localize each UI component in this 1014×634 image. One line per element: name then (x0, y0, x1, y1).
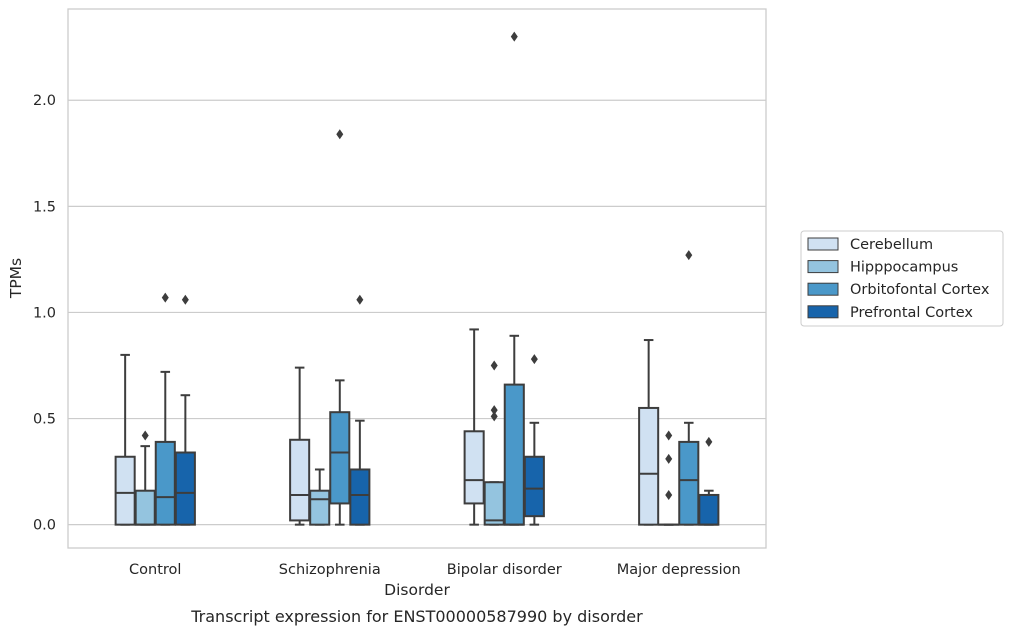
box-prefrontal-cortex (349, 294, 371, 526)
outlier-point (490, 411, 498, 422)
x-tick-label: Major depression (617, 562, 741, 578)
outlier-point (336, 129, 344, 140)
outlier-point (705, 436, 713, 447)
box-cerebellum (114, 353, 136, 526)
legend-label: Hipppocampus (850, 260, 958, 276)
legend-label: Prefrontal Cortex (850, 305, 973, 321)
y-tick-label: 0.5 (33, 412, 56, 428)
box-orbitofontal-cortex (678, 250, 700, 526)
legend-swatch (807, 260, 839, 274)
box-prefrontal-cortex (698, 436, 720, 526)
box-prefrontal-cortex (523, 354, 545, 526)
chart-caption: Transcript expression for ENST0000058799… (190, 607, 643, 626)
outlier-point (665, 430, 673, 441)
box-plot-boxes (114, 31, 720, 526)
x-tick-label: Bipolar disorder (447, 562, 562, 578)
plot-frame (67, 8, 767, 549)
box-iqr (638, 406, 660, 526)
box-iqr (503, 383, 525, 526)
box-hipppocampus (658, 430, 680, 526)
box-iqr (114, 455, 136, 526)
outlier-point (141, 430, 149, 441)
outlier-point (665, 453, 673, 464)
outlier-point (510, 31, 518, 42)
outlier-point (685, 250, 693, 261)
box-cerebellum (289, 366, 311, 526)
x-axis-label: Disorder (384, 581, 450, 599)
box-prefrontal-cortex (174, 294, 196, 526)
legend-frame (800, 230, 1004, 327)
y-tick-labels: 0.0 0.5 1.0 1.5 2.0 (33, 93, 56, 533)
box-hipppocampus (134, 430, 156, 526)
box-iqr (289, 438, 311, 522)
outlier-point (530, 354, 538, 365)
box-iqr (154, 440, 176, 526)
legend-swatch (807, 305, 839, 319)
y-axis-label: TPMs (7, 258, 25, 299)
outlier-point (490, 360, 498, 371)
box-iqr (134, 489, 156, 526)
x-tick-labels: Control Schizophrenia Bipolar disorder Majo… (129, 562, 741, 578)
outlier-point (181, 294, 189, 305)
legend-swatch (807, 282, 839, 296)
legend-swatch (807, 237, 839, 251)
box-iqr (483, 481, 505, 526)
legend: Cerebellum Hipppocampus Orbitofontal Corte… (800, 230, 1004, 327)
box-iqr (349, 468, 371, 526)
box-iqr (463, 430, 485, 505)
y-tick-label: 0.0 (33, 518, 56, 534)
outlier-point (161, 292, 169, 303)
box-iqr (698, 493, 720, 526)
box-iqr (523, 455, 545, 518)
legend-label: Orbitofontal Cortex (850, 282, 990, 298)
box-iqr (309, 489, 331, 526)
x-tick-label: Schizophrenia (279, 562, 381, 578)
legend-label: Cerebellum (850, 237, 933, 253)
y-tick-label: 1.5 (33, 199, 56, 215)
box-iqr (174, 451, 196, 526)
y-tick-label: 1.0 (33, 305, 56, 321)
box-orbitofontal-cortex (154, 292, 176, 526)
box-hipppocampus (483, 360, 505, 526)
box-cerebellum (638, 339, 660, 526)
box-orbitofontal-cortex (329, 129, 351, 526)
box-orbitofontal-cortex (503, 31, 525, 526)
outlier-point (665, 489, 673, 500)
y-tick-label: 2.0 (33, 93, 56, 109)
outlier-point (356, 294, 364, 305)
outlier-point (490, 405, 498, 416)
box-iqr (329, 411, 351, 505)
box-cerebellum (463, 328, 485, 526)
x-tick-label: Control (129, 562, 181, 578)
box-hipppocampus (309, 468, 331, 526)
box-iqr (678, 440, 700, 526)
